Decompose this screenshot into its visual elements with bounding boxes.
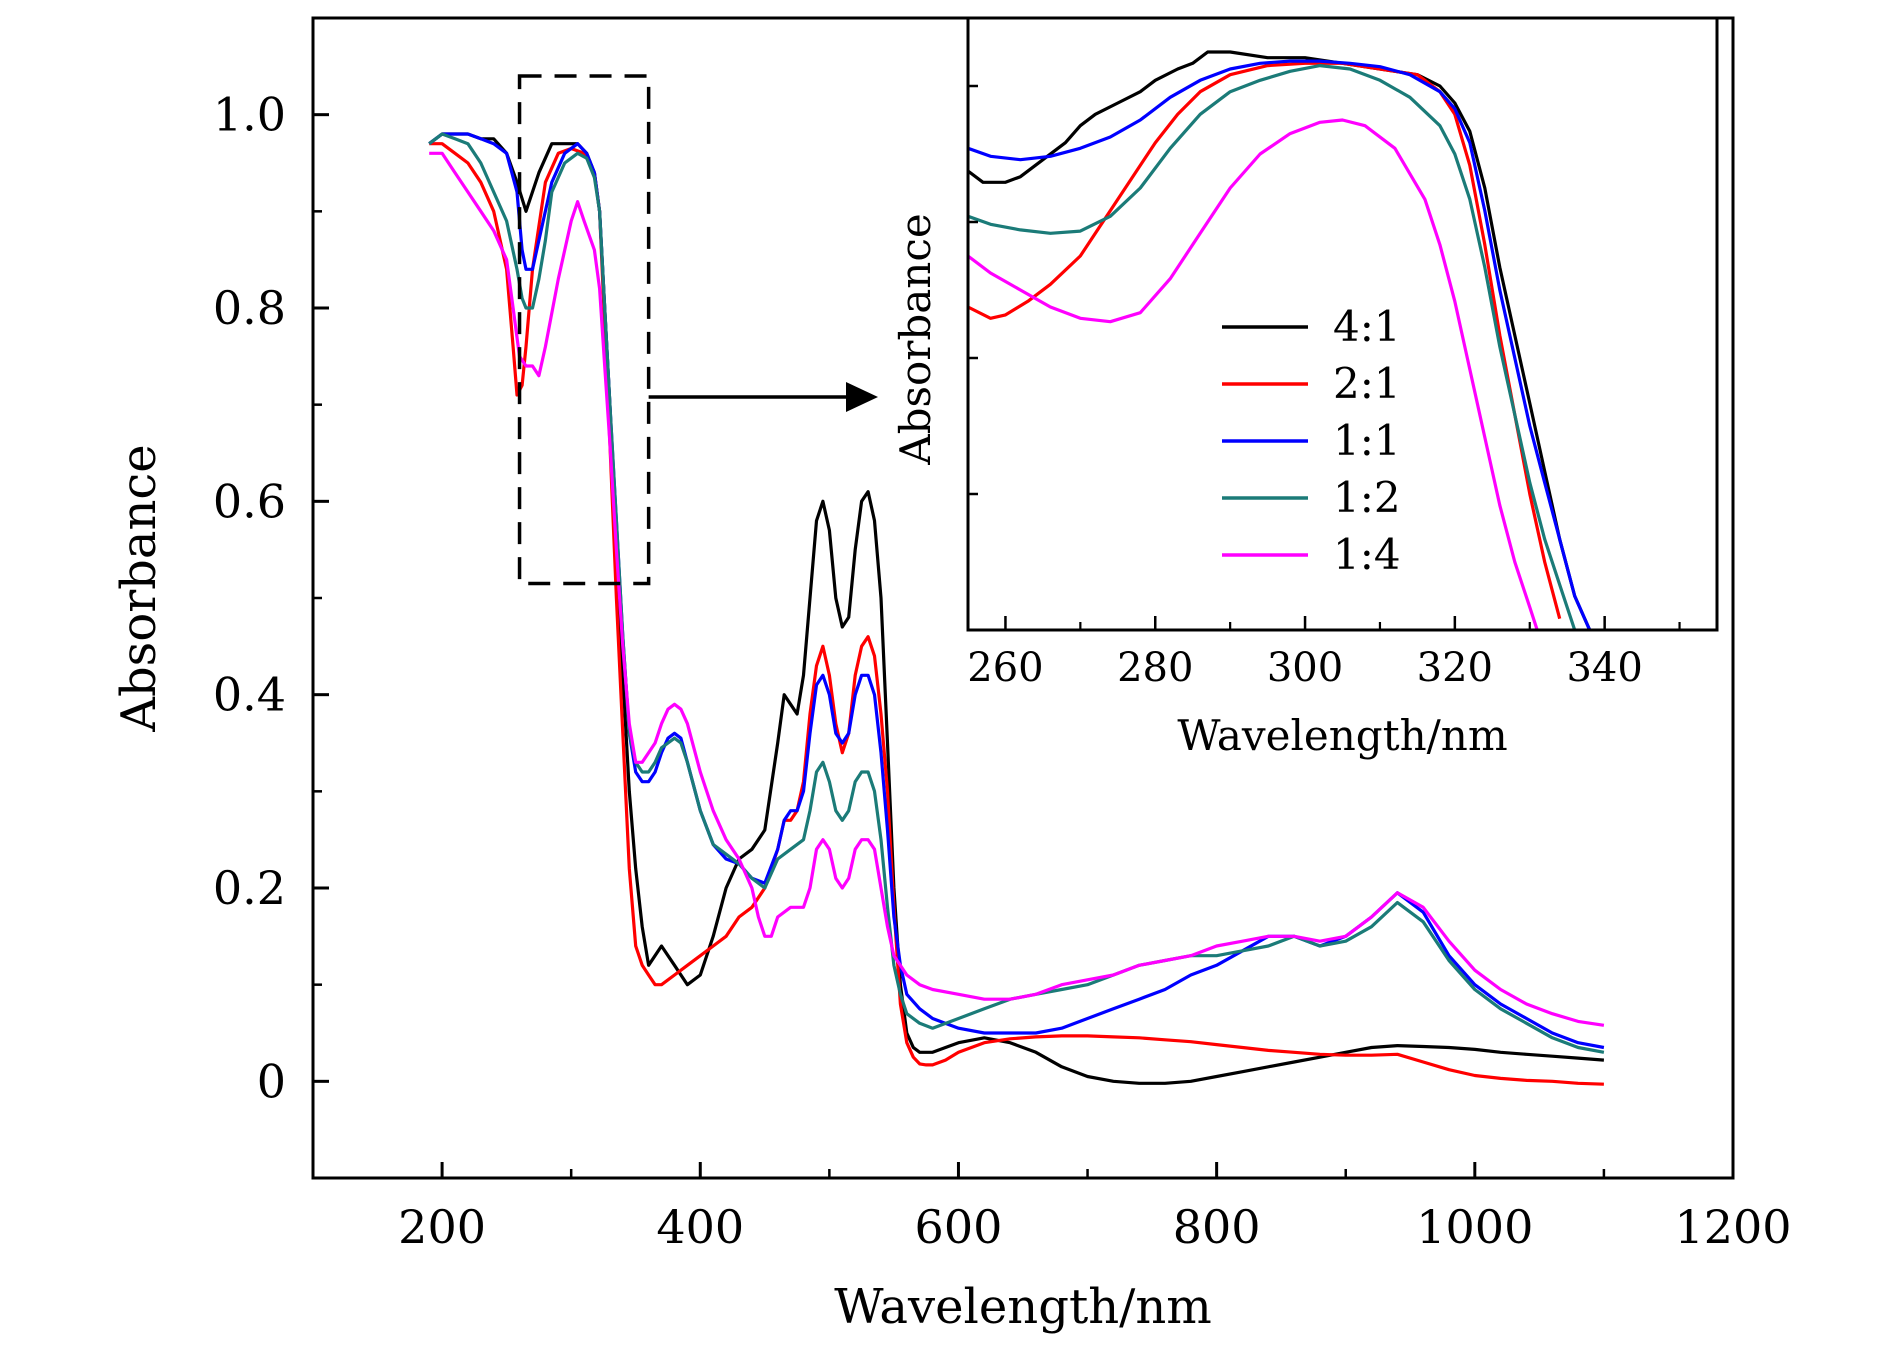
y-tick-label: 1.0 (213, 88, 286, 142)
x-tick-label: 600 (915, 1200, 1003, 1254)
x-tick-label: 400 (656, 1200, 744, 1254)
zoom-arrow-head (846, 382, 878, 412)
x-tick-label: 1000 (1416, 1200, 1533, 1254)
y-axis-title: Absorbance (111, 444, 167, 732)
inset-series-group (968, 50, 1592, 630)
inset-x-axis-title: Wavelength/nm (1177, 711, 1507, 760)
y-tick-label: 0.2 (213, 861, 286, 915)
x-tick-label: 200 (398, 1200, 486, 1254)
x-tick-label: 800 (1173, 1200, 1261, 1254)
main-chart: 200 400 600 800 1000 1200 0 0.2 0.4 0.6 0.8 1.0 Wave… (111, 16, 1792, 1335)
y-tick-label: 0 (257, 1054, 286, 1108)
inset-x-tick-label: 260 (967, 645, 1043, 691)
legend-label-4-1: 4:1 (1333, 302, 1401, 351)
legend-label-1-2: 1:2 (1333, 473, 1401, 522)
x-axis-title: Wavelength/nm (834, 1279, 1212, 1335)
inset-y-axis-title: Absorbance (891, 213, 940, 466)
legend: 4:1 2:1 1:1 1:2 1:4 (1222, 302, 1401, 579)
legend-label-1-1: 1:1 (1333, 416, 1401, 465)
inset-series-line-1-2 (968, 63, 1577, 630)
series-line-1-4 (429, 151, 1605, 1027)
inset-series-line-1-4 (968, 118, 1539, 630)
inset-x-tick-label: 320 (1417, 645, 1493, 691)
series-line-1-1 (428, 132, 1605, 1050)
inset-series-line-2-1 (968, 61, 1562, 620)
legend-label-2-1: 2:1 (1333, 359, 1401, 408)
inset-plot-frame (966, 16, 1719, 632)
zoom-region-box (517, 74, 651, 586)
inset-x-tick-label: 280 (1117, 645, 1193, 691)
legend-label-1-4: 1:4 (1333, 530, 1401, 579)
y-tick-label: 0.6 (213, 474, 286, 528)
series-line-1-2 (428, 132, 1605, 1054)
inset-series-line-4-1 (968, 50, 1592, 630)
inset-series-line-1-1 (968, 59, 1592, 630)
inset-x-tick-label: 300 (1267, 645, 1343, 691)
x-tick-label: 1200 (1674, 1200, 1791, 1254)
y-tick-label: 0.8 (213, 281, 286, 335)
y-tick-label: 0.4 (213, 668, 286, 722)
series-line-2-1 (429, 142, 1604, 1086)
inset-x-tick-label: 340 (1566, 645, 1642, 691)
inset-chart: 260 280 300 320 340 Wavelength/nm Absorbance 4:… (891, 16, 1719, 760)
